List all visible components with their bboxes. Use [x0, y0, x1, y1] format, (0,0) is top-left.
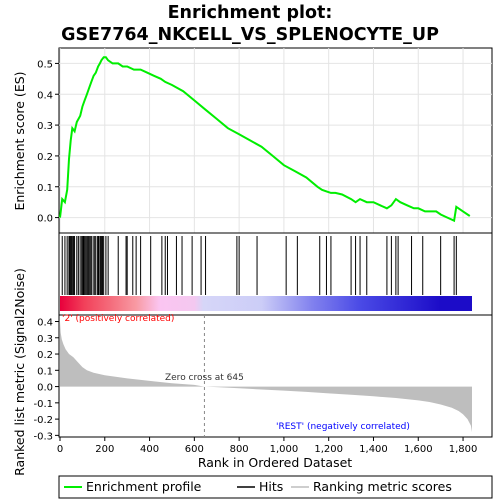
metric-y-tick-label: 0.4 — [37, 318, 53, 329]
es-y-axis: 0.0 0.1 0.2 0.3 0.4 0.5 — [37, 59, 59, 225]
es-y-axis-label: Enrichment score (ES) — [12, 71, 27, 210]
metric-y-tick-label: 0.3 — [37, 334, 53, 345]
metric-y-tick-label: 0.1 — [37, 366, 53, 377]
x-tick-label: 1,200 — [314, 444, 343, 455]
legend-enrichment-label: Enrichment profile — [86, 479, 202, 494]
x-tick-label: 600 — [185, 444, 204, 455]
x-tick-label: 400 — [140, 444, 159, 455]
x-tick-label: 1,800 — [449, 444, 478, 455]
es-panel-frame — [58, 47, 493, 234]
es-y-tick-label: 0.4 — [37, 90, 53, 101]
x-axis-label: Rank in Ordered Dataset — [198, 455, 352, 470]
chart-title-line1: Enrichment plot: — [168, 3, 333, 23]
metric-y-axis-label: Ranked list metric (Signal2Noise) — [12, 268, 27, 476]
es-y-tick-label: 0.0 — [37, 214, 53, 225]
metric-y-tick-label: 0.2 — [37, 350, 53, 361]
hit-marks — [61, 236, 457, 295]
x-tick-label: 200 — [95, 444, 114, 455]
negative-correlation-label: 'REST' (negatively correlated) — [276, 422, 410, 432]
es-y-tick-label: 0.3 — [37, 121, 53, 132]
legend-box — [58, 475, 493, 499]
legend-metric-label: Ranking metric scores — [313, 479, 452, 494]
x-axis: 0 200 400 600 800 1,000 1,200 1,400 1,600 1,800 — [57, 437, 478, 455]
es-y-tick-label: 0.2 — [37, 152, 53, 163]
metric-panel-frame — [58, 314, 493, 438]
x-tick-label: 0 — [57, 444, 63, 455]
zero-cross-label: Zero cross at 645 — [165, 373, 244, 383]
ranked-list-color-bar — [60, 296, 472, 311]
metric-y-tick-label: -0.2 — [33, 415, 53, 426]
metric-y-axis: -0.3 -0.2 -0.1 0.0 0.1 0.2 0.3 0.4 — [33, 318, 59, 442]
metric-y-tick-label: -0.3 — [33, 431, 53, 442]
metric-y-tick-label: 0.0 — [37, 383, 53, 394]
x-tick-label: 1,600 — [404, 444, 433, 455]
legend-hits-label: Hits — [259, 479, 283, 494]
x-tick-label: 1,400 — [359, 444, 388, 455]
es-curve — [59, 56, 471, 223]
es-y-tick-label: 0.5 — [37, 59, 53, 70]
metric-y-tick-label: -0.1 — [33, 399, 53, 410]
es-y-tick-label: 0.1 — [37, 183, 53, 194]
positive-correlation-label: '2' (positively correlated) — [62, 314, 174, 324]
x-tick-label: 1,000 — [270, 444, 299, 455]
x-tick-label: 800 — [230, 444, 249, 455]
chart-title-line2: GSE7764_NKCELL_VS_SPLENOCYTE_UP — [61, 25, 439, 45]
